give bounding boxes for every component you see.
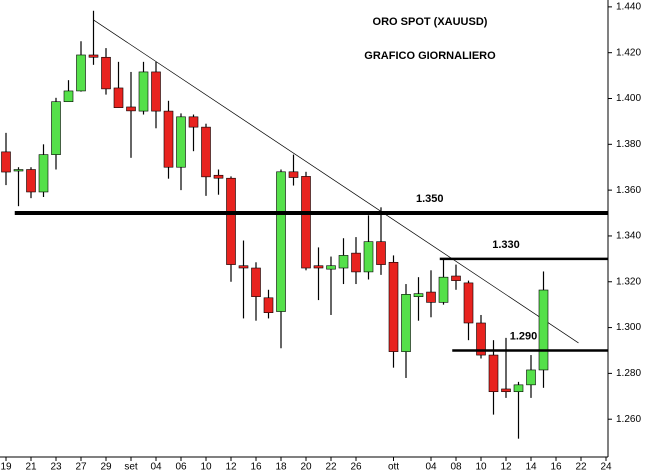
y-tick-label: 1.320 xyxy=(616,276,641,287)
candle-body xyxy=(538,289,549,371)
candle-body xyxy=(63,90,74,103)
candle-body xyxy=(363,241,374,273)
candle-body xyxy=(388,261,399,352)
candle-body xyxy=(338,255,349,269)
candle-body xyxy=(151,71,161,112)
candle-body xyxy=(201,126,211,178)
x-tick-label: 20 xyxy=(300,462,312,473)
candle-body xyxy=(426,291,436,303)
candle-body xyxy=(313,265,324,269)
candle-body xyxy=(76,54,86,92)
candle-body xyxy=(251,267,261,297)
x-tick-label: 23 xyxy=(50,462,62,473)
candle-body xyxy=(451,275,461,281)
candle-body xyxy=(176,116,186,168)
x-tick-label: 24 xyxy=(600,462,612,473)
candle-body xyxy=(401,294,411,352)
candle-body xyxy=(513,384,524,393)
candle-body xyxy=(326,265,336,270)
candle-body xyxy=(13,169,24,172)
candle-body xyxy=(351,252,361,273)
y-tick-label: 1.340 xyxy=(616,231,641,242)
candle-body xyxy=(101,56,111,90)
y-tick-label: 1.440 xyxy=(616,2,641,13)
x-tick-label: 21 xyxy=(25,462,37,473)
y-tick-label: 1.300 xyxy=(616,322,641,333)
x-tick-label: 16 xyxy=(550,462,562,473)
y-tick-label: 1.260 xyxy=(616,414,641,425)
x-tick-label: set xyxy=(124,462,138,473)
level-label: 1.330 xyxy=(492,239,520,251)
candle-body xyxy=(438,276,449,303)
candle-body xyxy=(1,151,11,173)
x-tick-label: 16 xyxy=(250,462,262,473)
candle-body xyxy=(126,106,136,112)
x-tick-label: 04 xyxy=(150,462,162,473)
candle-body xyxy=(301,176,311,269)
x-tick-label: 19 xyxy=(0,462,12,473)
candle-body xyxy=(238,265,249,269)
candle-body xyxy=(113,87,124,108)
y-tick-label: 1.280 xyxy=(616,368,641,379)
chart-title: ORO SPOT (XAUUSD) xyxy=(373,16,488,28)
x-tick-label: 12 xyxy=(225,462,237,473)
candle-body xyxy=(463,282,474,324)
y-tick-label: 1.400 xyxy=(616,93,641,104)
candle-body xyxy=(276,171,286,312)
candle-body xyxy=(413,293,424,297)
x-tick-label: 18 xyxy=(275,462,287,473)
x-tick-label: 10 xyxy=(475,462,487,473)
trend-line xyxy=(93,19,579,344)
x-tick-label: 12 xyxy=(500,462,512,473)
x-tick-label: 26 xyxy=(350,462,362,473)
candle-body xyxy=(288,171,299,178)
candle-body xyxy=(488,354,499,393)
x-tick-label: 22 xyxy=(575,462,587,473)
x-tick-label: 06 xyxy=(175,462,187,473)
x-tick-label: 10 xyxy=(200,462,212,473)
level-label: 1.350 xyxy=(416,193,444,205)
candle-body xyxy=(376,241,386,265)
candle-body xyxy=(38,154,49,193)
candle-body xyxy=(263,297,274,313)
candle-body xyxy=(188,116,199,128)
x-tick-label: 27 xyxy=(75,462,87,473)
x-tick-label: ott xyxy=(388,462,399,473)
chart-subtitle: GRAFICO GIORNALIERO xyxy=(364,50,496,62)
y-tick-label: 1.360 xyxy=(616,185,641,196)
candle-body xyxy=(51,101,61,155)
x-tick-label: 04 xyxy=(425,462,437,473)
candle-body xyxy=(476,322,486,356)
x-tick-label: 08 xyxy=(450,462,462,473)
candle-body xyxy=(138,71,149,112)
x-tick-label: 14 xyxy=(525,462,537,473)
candle-body xyxy=(26,169,36,193)
level-label: 1.290 xyxy=(510,330,538,342)
y-tick-label: 1.420 xyxy=(616,47,641,58)
candle-body xyxy=(226,177,236,265)
candle-body xyxy=(163,110,174,168)
y-tick-label: 1.380 xyxy=(616,139,641,150)
candle-body xyxy=(88,54,99,58)
candle-body xyxy=(501,388,511,393)
candle-body xyxy=(213,174,224,179)
x-tick-label: 22 xyxy=(325,462,337,473)
candle-body xyxy=(526,369,536,386)
x-tick-label: 29 xyxy=(100,462,112,473)
